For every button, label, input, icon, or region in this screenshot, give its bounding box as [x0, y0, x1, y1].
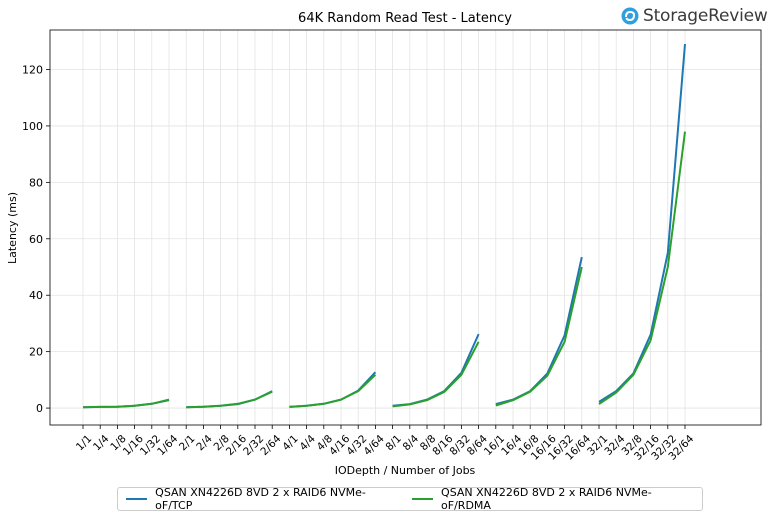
chart-grid [50, 30, 761, 425]
x-tick-label: 8/4 [401, 433, 422, 454]
x-tick-label: 2/1 [177, 433, 197, 453]
legend-swatch-rdma [411, 498, 434, 500]
series-rdma-line-group-3 [289, 374, 377, 408]
legend-item-rdma: QSAN XN4226D 8VD 2 x RAID6 NVMe-oF/RDMA [411, 486, 692, 512]
series-rdma-line-group-6 [598, 131, 686, 405]
brand-logo: StorageReview [621, 6, 768, 26]
y-tick-label: 40 [29, 289, 43, 302]
x-tick-label: 4/4 [297, 433, 318, 454]
legend-item-tcp: QSAN XN4226D 8VD 2 x RAID6 NVMe-oF/TCP [126, 486, 394, 512]
y-axis-ticks: 0 20 40 60 80 100 120 [22, 64, 50, 415]
y-tick-label: 0 [36, 402, 43, 415]
series-lines [82, 44, 686, 409]
brand-name: StorageReview [643, 6, 768, 26]
x-tick-label: 8/1 [383, 433, 403, 453]
x-axis-ticks: 1/11/41/81/161/321/642/12/42/82/162/322/… [74, 425, 697, 463]
series-tcp-line-group-6 [598, 44, 686, 403]
y-tick-label: 20 [29, 346, 43, 359]
chart-legend: QSAN XN4226D 8VD 2 x RAID6 NVMe-oF/TCP Q… [117, 486, 703, 512]
series-rdma-line-group-2 [186, 390, 273, 409]
x-tick-label: 1/4 [91, 433, 112, 454]
y-tick-label: 120 [22, 64, 43, 77]
legend-label-tcp: QSAN XN4226D 8VD 2 x RAID6 NVMe-oF/TCP [155, 486, 366, 512]
x-tick-label: 2/4 [194, 433, 215, 454]
y-tick-label: 80 [29, 176, 43, 189]
series-rdma-line-group-4 [392, 341, 480, 408]
x-axis-label: IODepth / Number of Jobs [335, 464, 476, 477]
storagereview-logo-icon [621, 7, 639, 25]
series-tcp-line-group-5 [495, 256, 583, 406]
y-tick-label: 60 [29, 233, 43, 246]
series-rdma-line-group-1 [82, 398, 170, 409]
series-rdma-line-group-5 [495, 266, 583, 407]
x-tick-label: 1/1 [74, 433, 94, 453]
legend-label-rdma: QSAN XN4226D 8VD 2 x RAID6 NVMe-oF/RDMA [441, 486, 652, 512]
legend-swatch-tcp [126, 498, 148, 500]
plot-area-frame [49, 29, 762, 426]
x-tick-label: 4/1 [280, 433, 300, 453]
chart-title: 64K Random Read Test - Latency [298, 11, 512, 26]
y-tick-label: 100 [22, 120, 43, 133]
y-axis-label: Latency (ms) [6, 192, 19, 264]
